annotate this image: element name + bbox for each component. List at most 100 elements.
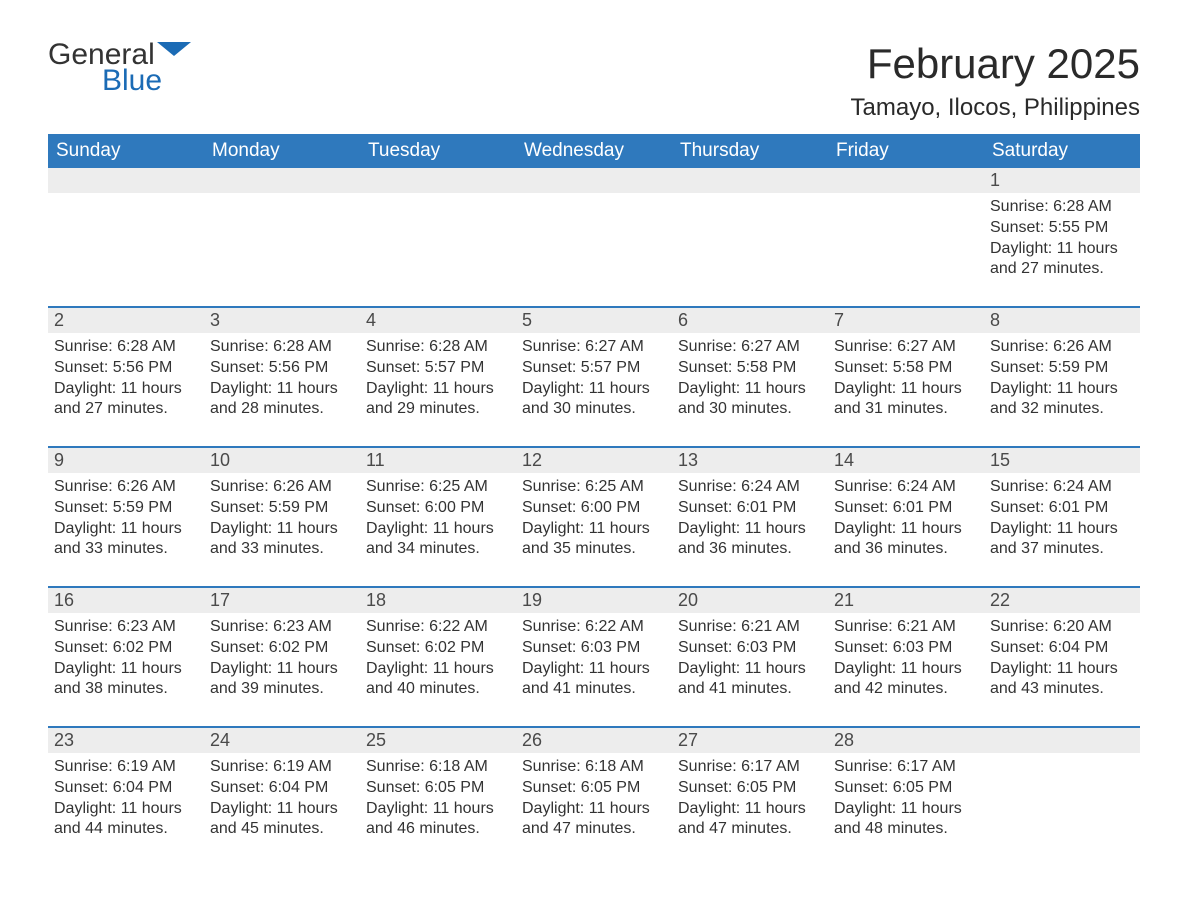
sunset-line: Sunset: 6:04 PM	[210, 778, 354, 799]
day-number: 6	[672, 308, 828, 333]
sunrise-line: Sunrise: 6:21 AM	[678, 617, 822, 638]
day-header: Monday	[204, 134, 360, 168]
calendar-cell: 13Sunrise: 6:24 AMSunset: 6:01 PMDayligh…	[672, 448, 828, 586]
day-number: 9	[48, 448, 204, 473]
day-header: Wednesday	[516, 134, 672, 168]
sunset-line: Sunset: 6:01 PM	[834, 498, 978, 519]
day-number: 20	[672, 588, 828, 613]
calendar-cell: 19Sunrise: 6:22 AMSunset: 6:03 PMDayligh…	[516, 588, 672, 726]
day-number: 13	[672, 448, 828, 473]
header: General Blue February 2025 Tamayo, Iloco…	[48, 40, 1140, 130]
day-number: 21	[828, 588, 984, 613]
daylight-line: Daylight: 11 hours and 39 minutes.	[210, 659, 354, 701]
calendar-header-row: SundayMondayTuesdayWednesdayThursdayFrid…	[48, 134, 1140, 168]
day-details: Sunrise: 6:19 AMSunset: 6:04 PMDaylight:…	[204, 753, 360, 846]
sunset-line: Sunset: 6:00 PM	[522, 498, 666, 519]
daylight-line: Daylight: 11 hours and 47 minutes.	[522, 799, 666, 841]
calendar-cell: 1Sunrise: 6:28 AMSunset: 5:55 PMDaylight…	[984, 168, 1140, 306]
calendar-cell: 8Sunrise: 6:26 AMSunset: 5:59 PMDaylight…	[984, 308, 1140, 446]
calendar-cell: 24Sunrise: 6:19 AMSunset: 6:04 PMDayligh…	[204, 728, 360, 866]
day-number	[48, 168, 204, 193]
day-number: 28	[828, 728, 984, 753]
sunset-line: Sunset: 6:05 PM	[522, 778, 666, 799]
day-number: 2	[48, 308, 204, 333]
sunset-line: Sunset: 6:03 PM	[522, 638, 666, 659]
calendar-week-row: 23Sunrise: 6:19 AMSunset: 6:04 PMDayligh…	[48, 728, 1140, 866]
day-details: Sunrise: 6:27 AMSunset: 5:58 PMDaylight:…	[672, 333, 828, 426]
day-number: 1	[984, 168, 1140, 193]
day-number: 23	[48, 728, 204, 753]
day-details: Sunrise: 6:18 AMSunset: 6:05 PMDaylight:…	[516, 753, 672, 846]
sunset-line: Sunset: 6:01 PM	[990, 498, 1134, 519]
sunrise-line: Sunrise: 6:19 AM	[54, 757, 198, 778]
logo-text: General Blue	[48, 40, 191, 96]
sunrise-line: Sunrise: 6:25 AM	[366, 477, 510, 498]
calendar-cell: 25Sunrise: 6:18 AMSunset: 6:05 PMDayligh…	[360, 728, 516, 866]
day-details: Sunrise: 6:22 AMSunset: 6:02 PMDaylight:…	[360, 613, 516, 706]
sunrise-line: Sunrise: 6:24 AM	[834, 477, 978, 498]
title-block: February 2025 Tamayo, Ilocos, Philippine…	[851, 40, 1140, 130]
sunrise-line: Sunrise: 6:17 AM	[834, 757, 978, 778]
calendar-cell: 26Sunrise: 6:18 AMSunset: 6:05 PMDayligh…	[516, 728, 672, 866]
day-number: 4	[360, 308, 516, 333]
day-number: 22	[984, 588, 1140, 613]
calendar-cell: 18Sunrise: 6:22 AMSunset: 6:02 PMDayligh…	[360, 588, 516, 726]
day-number: 15	[984, 448, 1140, 473]
day-details: Sunrise: 6:18 AMSunset: 6:05 PMDaylight:…	[360, 753, 516, 846]
daylight-line: Daylight: 11 hours and 47 minutes.	[678, 799, 822, 841]
day-number	[672, 168, 828, 193]
sunrise-line: Sunrise: 6:21 AM	[834, 617, 978, 638]
sunset-line: Sunset: 6:05 PM	[366, 778, 510, 799]
daylight-line: Daylight: 11 hours and 48 minutes.	[834, 799, 978, 841]
calendar-cell: 5Sunrise: 6:27 AMSunset: 5:57 PMDaylight…	[516, 308, 672, 446]
sunset-line: Sunset: 6:02 PM	[366, 638, 510, 659]
day-number: 18	[360, 588, 516, 613]
day-header: Tuesday	[360, 134, 516, 168]
calendar-cell	[48, 168, 204, 306]
calendar-cell: 9Sunrise: 6:26 AMSunset: 5:59 PMDaylight…	[48, 448, 204, 586]
calendar-cell: 2Sunrise: 6:28 AMSunset: 5:56 PMDaylight…	[48, 308, 204, 446]
month-title: February 2025	[851, 40, 1140, 88]
sunrise-line: Sunrise: 6:25 AM	[522, 477, 666, 498]
day-header: Thursday	[672, 134, 828, 168]
day-number: 10	[204, 448, 360, 473]
daylight-line: Daylight: 11 hours and 29 minutes.	[366, 379, 510, 421]
calendar-cell	[516, 168, 672, 306]
daylight-line: Daylight: 11 hours and 46 minutes.	[366, 799, 510, 841]
daylight-line: Daylight: 11 hours and 34 minutes.	[366, 519, 510, 561]
day-details: Sunrise: 6:17 AMSunset: 6:05 PMDaylight:…	[672, 753, 828, 846]
calendar-cell: 11Sunrise: 6:25 AMSunset: 6:00 PMDayligh…	[360, 448, 516, 586]
sunrise-line: Sunrise: 6:22 AM	[522, 617, 666, 638]
daylight-line: Daylight: 11 hours and 35 minutes.	[522, 519, 666, 561]
sunset-line: Sunset: 5:59 PM	[54, 498, 198, 519]
day-number: 5	[516, 308, 672, 333]
day-details: Sunrise: 6:28 AMSunset: 5:55 PMDaylight:…	[984, 193, 1140, 286]
sunset-line: Sunset: 6:05 PM	[834, 778, 978, 799]
day-details: Sunrise: 6:19 AMSunset: 6:04 PMDaylight:…	[48, 753, 204, 846]
calendar-cell: 3Sunrise: 6:28 AMSunset: 5:56 PMDaylight…	[204, 308, 360, 446]
day-details: Sunrise: 6:27 AMSunset: 5:57 PMDaylight:…	[516, 333, 672, 426]
daylight-line: Daylight: 11 hours and 33 minutes.	[210, 519, 354, 561]
day-number	[204, 168, 360, 193]
calendar-cell: 20Sunrise: 6:21 AMSunset: 6:03 PMDayligh…	[672, 588, 828, 726]
daylight-line: Daylight: 11 hours and 40 minutes.	[366, 659, 510, 701]
day-details: Sunrise: 6:22 AMSunset: 6:03 PMDaylight:…	[516, 613, 672, 706]
calendar-cell	[984, 728, 1140, 866]
calendar-cell: 4Sunrise: 6:28 AMSunset: 5:57 PMDaylight…	[360, 308, 516, 446]
calendar-cell: 22Sunrise: 6:20 AMSunset: 6:04 PMDayligh…	[984, 588, 1140, 726]
day-number: 14	[828, 448, 984, 473]
sunrise-line: Sunrise: 6:28 AM	[990, 197, 1134, 218]
sunrise-line: Sunrise: 6:27 AM	[522, 337, 666, 358]
daylight-line: Daylight: 11 hours and 36 minutes.	[678, 519, 822, 561]
sunrise-line: Sunrise: 6:18 AM	[522, 757, 666, 778]
sunset-line: Sunset: 5:58 PM	[678, 358, 822, 379]
day-details: Sunrise: 6:25 AMSunset: 6:00 PMDaylight:…	[360, 473, 516, 566]
day-number: 27	[672, 728, 828, 753]
calendar-week-row: 16Sunrise: 6:23 AMSunset: 6:02 PMDayligh…	[48, 588, 1140, 726]
daylight-line: Daylight: 11 hours and 42 minutes.	[834, 659, 978, 701]
sunset-line: Sunset: 6:00 PM	[366, 498, 510, 519]
daylight-line: Daylight: 11 hours and 41 minutes.	[522, 659, 666, 701]
day-number: 3	[204, 308, 360, 333]
day-details: Sunrise: 6:17 AMSunset: 6:05 PMDaylight:…	[828, 753, 984, 846]
day-number: 19	[516, 588, 672, 613]
